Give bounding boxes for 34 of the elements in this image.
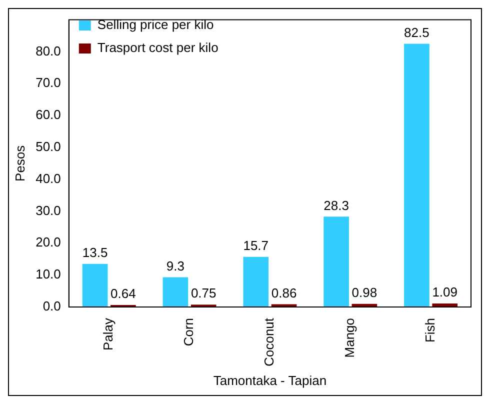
y-tick-label: 0.0 — [42, 298, 61, 314]
legend-label: Selling price per kilo — [97, 17, 214, 32]
x-tick-label: Coconut — [262, 318, 277, 366]
y-tick-label: 10.0 — [36, 266, 61, 282]
x-tick-label: Fish — [422, 318, 438, 343]
legend-label: Trasport cost per kilo — [97, 40, 218, 56]
data-label: 9.3 — [166, 258, 184, 274]
data-label: 13.5 — [82, 244, 108, 260]
data-label: 82.5 — [404, 24, 430, 40]
y-tick-label: 20.0 — [36, 234, 61, 250]
data-label: 0.75 — [190, 286, 216, 301]
x-axis-title: Tamontaka - Tapian — [213, 372, 327, 388]
y-tick-label: 60.0 — [36, 107, 61, 122]
x-tick-label: Corn — [181, 318, 196, 346]
data-label: 28.3 — [324, 198, 349, 213]
data-label: 0.86 — [271, 285, 297, 300]
y-tick-label: 50.0 — [36, 139, 61, 154]
x-tick-label: Mango — [342, 318, 357, 358]
bar — [271, 304, 297, 307]
bar — [162, 277, 188, 307]
y-tick-label: 40.0 — [36, 170, 61, 186]
bar — [324, 216, 349, 307]
x-tick-label: Palay — [100, 317, 116, 351]
bar — [82, 264, 108, 307]
data-label: 1.09 — [432, 284, 458, 300]
y-axis-title: Pesos — [12, 144, 28, 182]
y-tick-label: 80.0 — [36, 43, 61, 58]
data-label: 0.64 — [110, 286, 136, 302]
data-label: 0.98 — [352, 284, 378, 300]
y-tick-label: 30.0 — [36, 202, 61, 218]
y-tick-label: 70.0 — [36, 75, 61, 90]
bar — [243, 256, 269, 307]
bar — [404, 44, 430, 307]
data-label: 15.7 — [243, 238, 269, 253]
